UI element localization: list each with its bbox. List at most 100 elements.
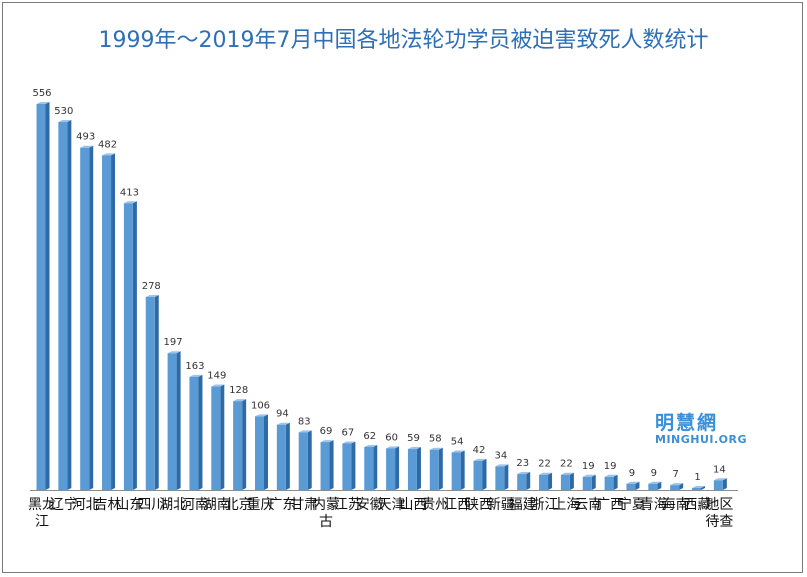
bar-top: [320, 440, 334, 443]
bar: [648, 483, 658, 490]
bar-group: [648, 481, 662, 490]
bar-top: [626, 481, 640, 484]
bar-value-label: 62: [363, 431, 376, 442]
chart-title: 1999年～2019年7月中国各地法轮功学员被迫害致死人数统计: [98, 28, 709, 53]
category-label-line: 云南: [574, 497, 602, 513]
category-label: 西藏: [684, 497, 712, 513]
bar-side: [701, 486, 705, 490]
category-label-line: 贵州: [421, 497, 449, 513]
bar: [626, 483, 636, 490]
bar-side: [591, 474, 596, 490]
category-label: 重庆: [247, 497, 275, 513]
category-label: 地区待查: [705, 497, 733, 530]
bar-top: [167, 351, 181, 354]
bar-value-label: 128: [229, 385, 248, 396]
bar-value-label: 59: [407, 433, 420, 444]
bar: [167, 353, 177, 490]
category-label-line: 甘肃: [290, 497, 318, 513]
category-label-line: 青海: [640, 497, 668, 513]
bar-top: [495, 464, 509, 467]
category-label: 黑龙江: [28, 497, 56, 530]
bar-side: [395, 446, 400, 490]
category-label: 江苏: [334, 497, 362, 513]
bar-group: [495, 464, 509, 490]
category-label: 吉林: [94, 497, 122, 513]
bar-value-label: 149: [207, 371, 226, 382]
bar-top: [407, 447, 421, 450]
category-label: 广东: [268, 497, 296, 513]
bar-value-label: 530: [54, 106, 73, 117]
bar: [713, 480, 723, 490]
bar: [233, 401, 243, 490]
bar-side: [722, 478, 727, 490]
bar-top: [670, 483, 684, 486]
bar-side: [67, 120, 72, 491]
bar: [342, 443, 352, 490]
bar-side: [176, 351, 181, 490]
bar-group: [342, 441, 356, 490]
bar-value-label: 163: [185, 361, 204, 372]
category-label: 广西: [596, 497, 624, 513]
bar-group: [211, 384, 225, 490]
category-label: 上海: [552, 497, 580, 513]
bar-value-label: 197: [164, 337, 183, 348]
bar-group: [167, 351, 181, 490]
bar-value-label: 493: [76, 132, 95, 143]
bar-value-label: 413: [120, 187, 139, 198]
bar: [80, 147, 90, 490]
bar-top: [298, 430, 312, 433]
bar-value-label: 34: [494, 450, 507, 461]
bar-side: [264, 414, 268, 490]
bar-side: [329, 440, 334, 490]
bar-side: [89, 145, 94, 490]
bar: [276, 424, 286, 490]
bar-value-label: 94: [276, 409, 289, 420]
category-label: 宁夏: [618, 496, 646, 513]
bar: [123, 203, 133, 490]
category-label: 浙江: [531, 497, 559, 513]
bar: [451, 452, 461, 490]
bar-side: [657, 481, 662, 490]
bar-side: [635, 481, 640, 490]
bar-top: [233, 399, 247, 402]
category-label-line: 吉林: [94, 497, 122, 513]
bar: [560, 474, 570, 490]
category-label: 山西: [399, 497, 427, 513]
bar-top: [342, 441, 356, 444]
bar: [320, 442, 330, 490]
bar: [145, 297, 155, 490]
bar-top: [276, 422, 290, 425]
bar-value-label: 58: [429, 434, 442, 445]
category-label: 江西: [443, 497, 471, 513]
bar: [539, 474, 549, 490]
bar-group: [582, 474, 596, 490]
bar-side: [220, 384, 225, 490]
bar-group: [626, 481, 640, 490]
bar-side: [307, 430, 312, 490]
category-label: 云南: [574, 497, 602, 513]
bar-side: [679, 483, 684, 490]
bar: [429, 449, 439, 490]
bar-group: [364, 444, 378, 490]
bar-value-label: 278: [142, 281, 161, 292]
bar-top: [451, 450, 465, 453]
bar-group: [473, 458, 487, 490]
bar: [473, 460, 483, 490]
bar-top: [36, 102, 50, 104]
bar: [517, 474, 527, 490]
bar-top: [648, 481, 662, 484]
bar-value-label: 23: [516, 458, 529, 469]
bar-value-label: 83: [298, 416, 311, 427]
category-label-line: 重庆: [247, 497, 275, 513]
bar-side: [613, 474, 618, 490]
category-label-line: 江: [35, 514, 49, 530]
bar-group: [233, 399, 247, 490]
category-label-line: 河南: [181, 497, 209, 513]
bar-group: [670, 483, 684, 490]
bar-group: [407, 447, 421, 490]
bar-side: [242, 399, 247, 490]
category-label: 陕西: [465, 497, 493, 513]
bar-group: [145, 295, 159, 490]
category-label-line: 海南: [662, 497, 690, 513]
